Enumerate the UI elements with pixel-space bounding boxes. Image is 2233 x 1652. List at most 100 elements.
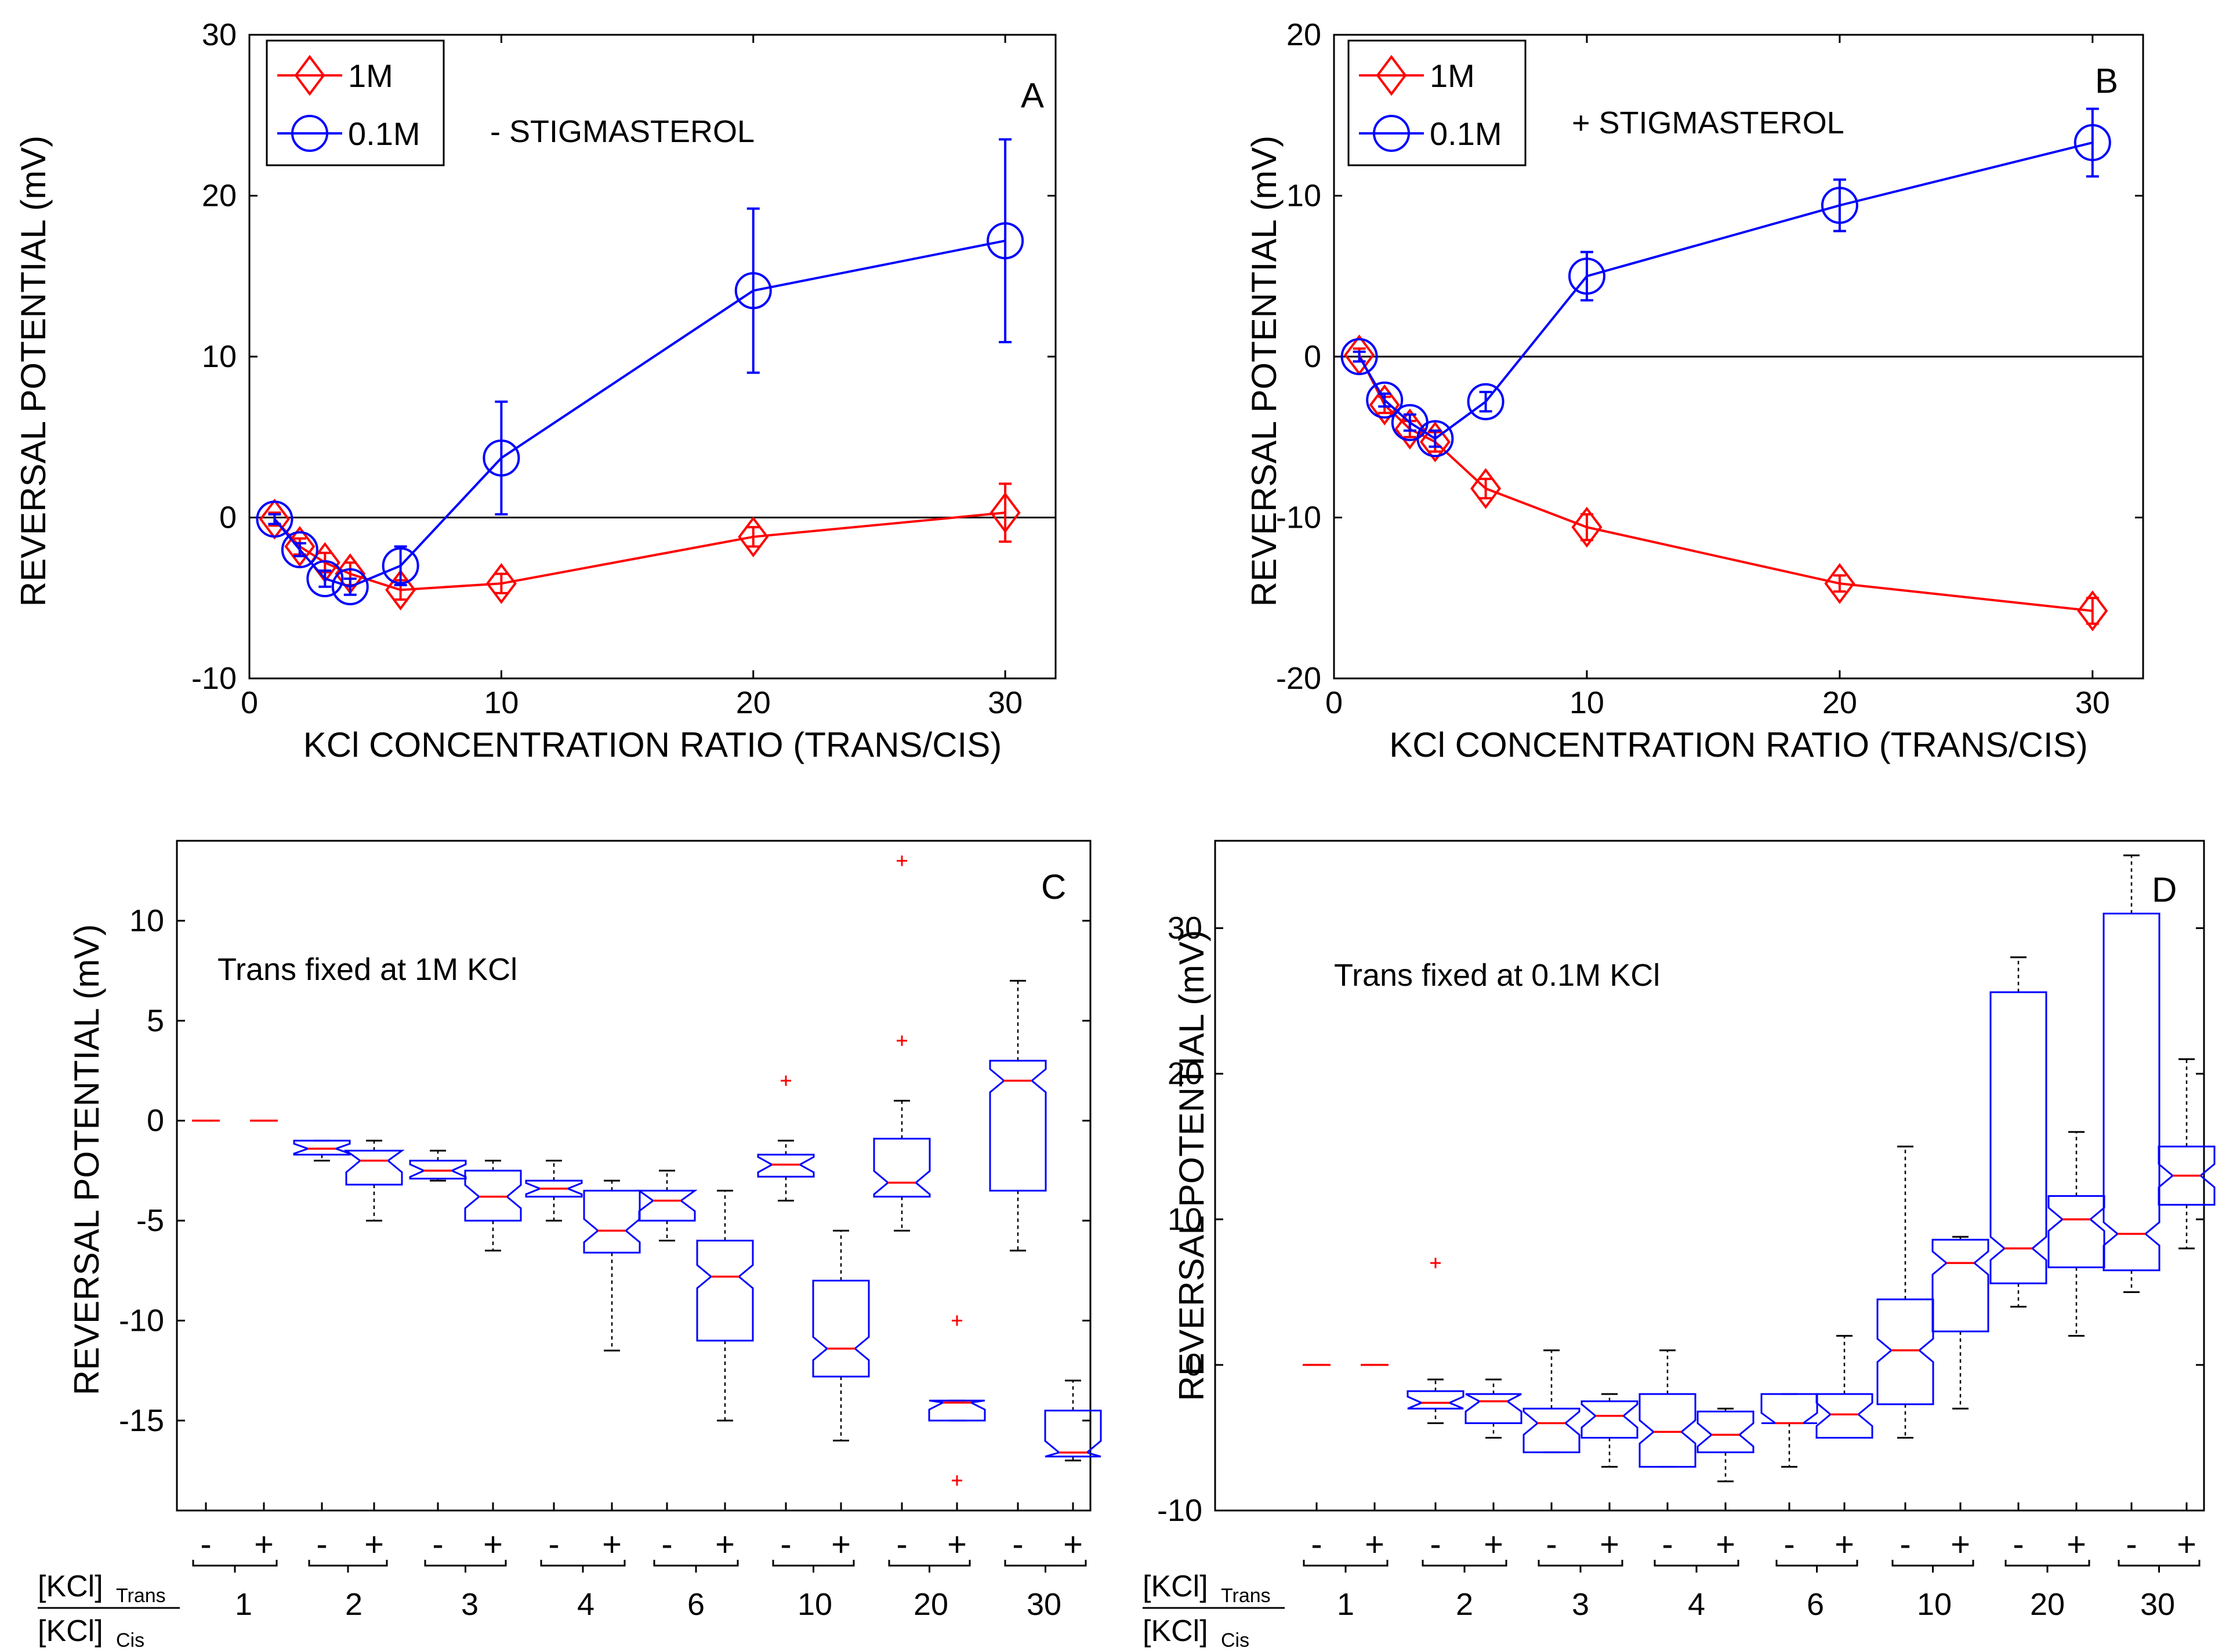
minus-label: - (2013, 1526, 2024, 1563)
box-4-minus (525, 1160, 583, 1222)
notched-box (989, 1059, 1047, 1192)
plus-label: + (2067, 1526, 2086, 1563)
y-tick-label: -5 (136, 1203, 164, 1238)
y-tick-label: 20 (202, 179, 237, 213)
minus-label: - (1430, 1526, 1441, 1563)
group-label: 20 (2030, 1587, 2065, 1622)
minus-label: - (1662, 1526, 1673, 1563)
plus-label: + (254, 1526, 274, 1563)
box-2-minus (1406, 1258, 1464, 1424)
x-tick-label: 0 (241, 685, 258, 720)
x-tick-label: 20 (1822, 685, 1857, 720)
stigmasterol-annotation: + STIGMASTEROL (1572, 106, 1844, 140)
legend-label: 1M (1430, 57, 1475, 94)
data-point-circle (306, 560, 344, 597)
notched-box (583, 1189, 641, 1254)
ratio-fraction-label: [KCl] Trans [KCl] Cis (1143, 1570, 1285, 1651)
legend-marker-diamond (294, 55, 325, 96)
series-line (1358, 354, 2093, 612)
legend-marker-circle (1373, 115, 1410, 152)
plus-label: + (483, 1526, 503, 1563)
minus-label: - (2126, 1526, 2137, 1563)
box-10-plus (1931, 1236, 1989, 1410)
group-label: 2 (345, 1587, 362, 1622)
group-label: 3 (461, 1587, 478, 1622)
minus-label: - (432, 1526, 443, 1563)
group-label: 6 (687, 1587, 705, 1622)
y-tick-label: 0 (219, 500, 237, 535)
notched-box (1989, 991, 2047, 1284)
y-tick-label: -10 (191, 661, 237, 696)
pair-bracket (1891, 1560, 1974, 1573)
data-point-circle (281, 531, 318, 568)
y-tick-label: -10 (1276, 500, 1321, 535)
box-6-plus (696, 1189, 754, 1422)
minus-label: - (1546, 1526, 1557, 1563)
data-point-diamond (989, 492, 1021, 533)
legend-marker-circle (291, 115, 328, 152)
group-label: 30 (2140, 1587, 2175, 1622)
y-axis-label: REVERSAL POTENTIAL (mV) (1172, 930, 1211, 1401)
fraction-numerator: [KCl] (1143, 1570, 1208, 1603)
group-label: 6 (1807, 1587, 1824, 1622)
box-4-plus (1696, 1407, 1754, 1483)
box-3-plus (464, 1160, 522, 1252)
data-point-diamond (284, 526, 316, 567)
legend: 1M 0.1M (1347, 39, 1527, 166)
pair-bracket (540, 1560, 626, 1573)
notched-box (1044, 1410, 1102, 1458)
notched-box (1760, 1393, 1818, 1424)
panel-B: 0 10 20 30 -20 -10 0 10 20 KCl CONCENTRATION RATI… (1245, 17, 2144, 764)
trans-fixed-annotation: Trans fixed at 0.1M KCl (1334, 958, 1660, 993)
minus-label: - (661, 1526, 672, 1563)
group-label: 30 (1027, 1587, 1061, 1622)
y-tick-label: -10 (119, 1303, 164, 1338)
plus-label: + (1835, 1526, 1854, 1563)
data-point-diamond (1394, 408, 1426, 450)
group-label: 1 (1337, 1587, 1354, 1622)
trans-fixed-annotation: Trans fixed at 1M KCl (217, 952, 517, 987)
group-label: 4 (1688, 1587, 1705, 1622)
data-point-circle (1467, 383, 1505, 420)
series-1M (259, 482, 1021, 611)
notched-box (525, 1179, 583, 1198)
minus-label: - (1783, 1526, 1795, 1563)
fraction-denominator: [KCl] (1143, 1614, 1208, 1648)
group-label: 20 (913, 1587, 948, 1622)
x-axis-label: KCl CONCENTRATION RATIO (TRANS/CIS) (1389, 725, 2087, 764)
series-line (273, 511, 1006, 591)
panel-letter: D (2152, 870, 2177, 909)
y-axis-label: REVERSAL POTENTIAL (mV) (1245, 136, 1284, 607)
box-20-plus (928, 1315, 986, 1486)
y-tick-label: -20 (1276, 661, 1321, 696)
data-point-circle (331, 568, 369, 605)
data-point-diamond (1419, 421, 1451, 463)
legend-marker-diamond (1376, 55, 1407, 96)
data-point-circle (1416, 420, 1454, 458)
fraction-denominator: [KCl] (38, 1614, 103, 1648)
notched-box (293, 1139, 351, 1156)
notched-box (1876, 1298, 1934, 1406)
plus-label: + (364, 1526, 384, 1563)
pair-bracket (1775, 1560, 1858, 1573)
notched-box (2047, 1195, 2105, 1269)
fraction-denominator-subscript: Cis (1221, 1629, 1249, 1651)
y-tick-label: 20 (1168, 1056, 1202, 1091)
y-tick-label: 20 (1286, 17, 1321, 52)
x-tick-label: 10 (1569, 685, 1604, 720)
minus-label: - (1012, 1526, 1023, 1563)
group-label: 10 (1917, 1587, 1952, 1622)
notched-box (873, 1138, 931, 1198)
box-3-plus (1580, 1393, 1638, 1468)
legend-label: 1M (348, 57, 393, 94)
series-1M (1344, 334, 2108, 631)
pair-bracket (2004, 1560, 2090, 1573)
data-point-diamond (1824, 562, 1855, 604)
plus-label: + (602, 1526, 622, 1563)
pair-bracket (1303, 1560, 1389, 1573)
notched-box (343, 1149, 405, 1186)
data-point-circle (1568, 257, 1605, 295)
data-point-circle (2074, 124, 2111, 161)
